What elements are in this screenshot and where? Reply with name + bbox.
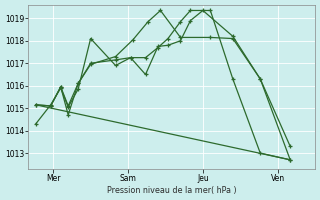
X-axis label: Pression niveau de la mer( hPa ): Pression niveau de la mer( hPa ) <box>107 186 236 195</box>
